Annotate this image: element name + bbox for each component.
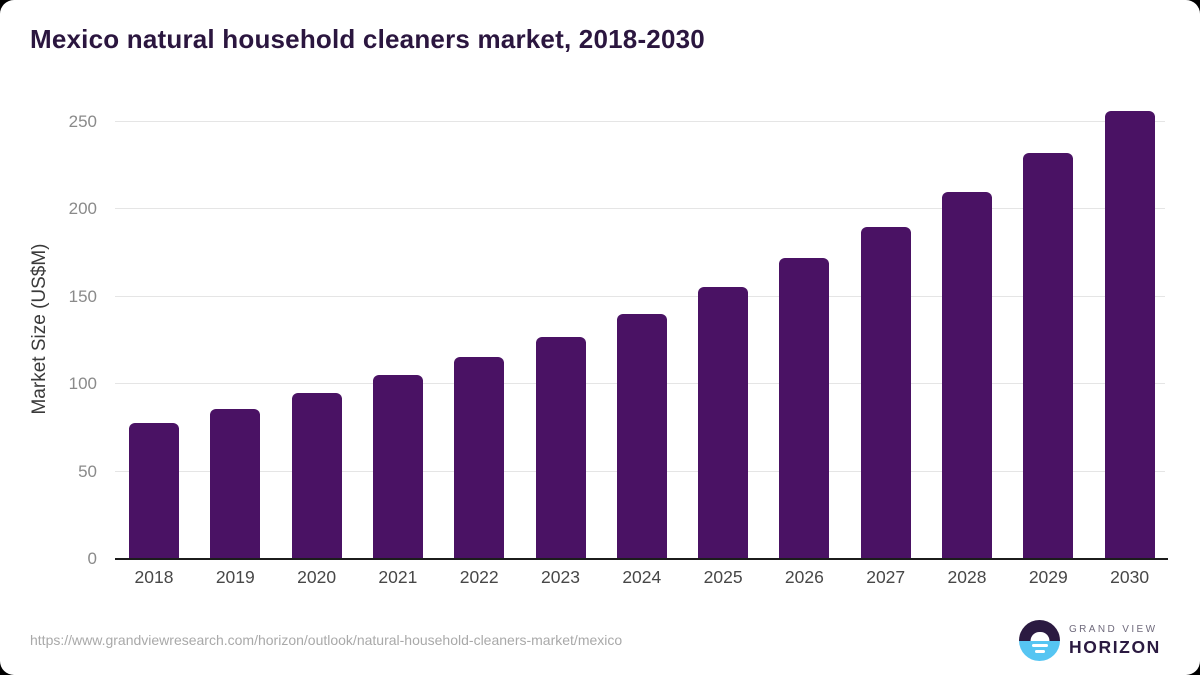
y-tick-label-250: 250 <box>68 111 97 131</box>
bar-2020 <box>291 392 342 559</box>
bar-2018 <box>129 422 179 559</box>
x-tick-label-2018: 2018 <box>134 567 174 587</box>
bar-2027 <box>860 226 911 559</box>
x-tick-label-2021: 2021 <box>378 567 418 587</box>
logo-reflection-bar <box>1031 643 1048 647</box>
logo-grand-view-text: GRAND VIEW <box>1069 623 1158 635</box>
gridline-150 <box>115 295 1165 297</box>
x-tick-label-2025: 2025 <box>703 567 743 587</box>
gridline-200 <box>115 208 1165 209</box>
logo-reflection-bar <box>1034 649 1045 653</box>
horizon-sunset-icon <box>1019 620 1060 661</box>
chart-title: Mexico natural household cleaners market… <box>30 24 705 54</box>
x-tick-label-2029: 2029 <box>1028 567 1068 587</box>
source-url: https://www.grandviewresearch.com/horizo… <box>30 632 623 648</box>
bar-2023 <box>535 336 586 559</box>
plot-area: 0 50 100 150 200 250 2018 2019 2020 2021 2022 2023 2… <box>69 99 1165 587</box>
y-tick-label-0: 0 <box>87 549 97 568</box>
bar-2024 <box>616 314 667 559</box>
y-tick-label-150: 150 <box>68 286 97 306</box>
x-tick-label-2020: 2020 <box>297 567 337 587</box>
y-tick-label-100: 100 <box>68 374 97 393</box>
logo-sun-shape <box>1030 631 1049 641</box>
x-tick-label-2028: 2028 <box>947 567 987 587</box>
bar-2019 <box>210 408 261 559</box>
x-tick-label-2022: 2022 <box>459 567 499 587</box>
bar-2021 <box>372 375 423 559</box>
x-tick-label-2030: 2030 <box>1110 567 1150 587</box>
x-tick-label-2024: 2024 <box>622 567 662 587</box>
y-tick-label-200: 200 <box>68 199 97 218</box>
bar-2028 <box>942 191 992 559</box>
bar-2026 <box>779 258 830 559</box>
x-tick-label-2026: 2026 <box>784 567 824 587</box>
y-tick-label-50: 50 <box>78 461 97 481</box>
gridline-250 <box>115 120 1165 122</box>
x-tick-label-2019: 2019 <box>215 567 255 587</box>
bar-2029 <box>1023 153 1074 559</box>
bar-2030 <box>1104 111 1155 559</box>
y-axis-title: Market Size (US$M) <box>29 243 50 415</box>
logo-wordmark: GRAND VIEW HORIZON <box>1069 623 1161 657</box>
logo-horizon-text: HORIZON <box>1069 636 1161 657</box>
x-axis-line <box>115 558 1168 560</box>
bar-2022 <box>454 356 505 559</box>
logo-sky-half <box>1019 620 1060 641</box>
x-tick-label-2023: 2023 <box>541 567 580 587</box>
grand-view-horizon-logo: GRAND VIEW HORIZON <box>1019 620 1161 661</box>
x-tick-label-2027: 2027 <box>866 567 906 587</box>
bar-2025 <box>698 286 749 559</box>
